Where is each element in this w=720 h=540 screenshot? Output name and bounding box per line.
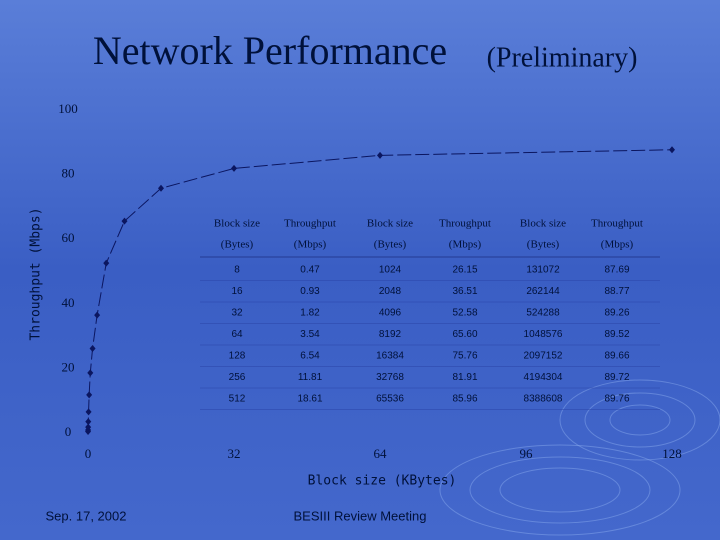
x-tick-label: 96 — [520, 446, 534, 461]
table-cell: 1048576 — [524, 329, 563, 340]
data-point — [231, 164, 237, 172]
table-cell: 89.52 — [604, 329, 629, 340]
footer-meeting: BESIII Review Meeting — [294, 508, 427, 523]
table-cell: 0.93 — [300, 286, 320, 297]
table-cell: 32 — [231, 308, 243, 319]
y-tick-label: 80 — [62, 166, 75, 181]
table-cell: 0.47 — [300, 265, 320, 276]
subtitle: (Preliminary) — [487, 42, 638, 73]
x-tick-label: 0 — [85, 446, 92, 461]
table-header: Block size — [520, 218, 566, 230]
y-tick-label: 20 — [62, 359, 75, 374]
y-axis-label: Throughput (Mbps) — [29, 207, 44, 340]
x-axis-label: Block size (KBytes) — [308, 474, 457, 489]
table-cell: 65536 — [376, 394, 404, 405]
table-cell: 89.76 — [604, 394, 629, 405]
table-cell: 89.26 — [604, 308, 629, 319]
y-tick-label: 60 — [62, 230, 75, 245]
table-header: Block size — [214, 218, 260, 230]
table-cell: 2097152 — [524, 351, 563, 362]
table-cell: 8388608 — [524, 394, 563, 405]
table-cell: 6.54 — [300, 351, 320, 362]
table-cell: 26.15 — [452, 265, 477, 276]
data-point — [87, 369, 94, 377]
table-cell: 64 — [231, 329, 243, 340]
table-cell: 512 — [229, 394, 246, 405]
table-header: (Bytes) — [221, 239, 254, 251]
data-point — [94, 311, 101, 319]
table-cell: 11.81 — [298, 372, 323, 383]
table-cell: 52.58 — [452, 308, 477, 319]
table-cell: 8192 — [379, 329, 402, 340]
table-header: Throughput — [591, 218, 643, 230]
x-tick-label: 128 — [662, 446, 682, 461]
table-cell: 262144 — [526, 286, 560, 297]
data-point — [121, 217, 128, 225]
table-cell: 131072 — [526, 265, 560, 276]
table-cell: 4096 — [379, 308, 402, 319]
table-cell: 87.69 — [604, 265, 629, 276]
y-tick-label: 100 — [58, 101, 78, 116]
table-header: (Mbps) — [601, 239, 634, 251]
table-cell: 81.91 — [452, 372, 477, 383]
data-point — [158, 184, 164, 192]
decoration — [439, 379, 720, 536]
data-point — [86, 391, 93, 399]
table-header: (Mbps) — [294, 239, 327, 251]
x-tick-label: 64 — [374, 446, 388, 461]
table-cell: 2048 — [379, 286, 402, 297]
table-cell: 16 — [231, 286, 243, 297]
table-cell: 89.72 — [604, 372, 629, 383]
table-header: Throughput — [284, 218, 336, 230]
table-header: (Bytes) — [527, 239, 560, 251]
table-cell: 88.77 — [604, 286, 629, 297]
table-cell: 128 — [229, 351, 246, 362]
data-point — [85, 408, 92, 416]
table-cell: 4194304 — [524, 372, 563, 383]
title: Network Performance — [93, 28, 447, 73]
table-cell: 256 — [229, 372, 246, 383]
data-point — [669, 146, 675, 154]
table-cell: 89.66 — [604, 351, 629, 362]
table-cell: 32768 — [376, 372, 404, 383]
table-header: Throughput — [439, 218, 491, 230]
table-cell: 8 — [234, 265, 240, 276]
table-cell: 1024 — [379, 265, 402, 276]
data-point — [103, 259, 110, 267]
table-cell: 1.82 — [300, 308, 320, 319]
table-cell: 16384 — [376, 351, 404, 362]
table-header: Block size — [367, 218, 413, 230]
table-cell: 85.96 — [452, 394, 477, 405]
table-header: (Bytes) — [374, 239, 407, 251]
table-cell: 36.51 — [452, 286, 477, 297]
data-point — [89, 345, 96, 353]
table-cell: 65.60 — [452, 329, 477, 340]
table-cell: 524288 — [526, 308, 560, 319]
data-point — [377, 151, 383, 159]
table-cell: 18.61 — [297, 394, 322, 405]
table-cell: 3.54 — [300, 329, 320, 340]
data-point — [85, 418, 92, 426]
table-cell: 75.76 — [452, 351, 477, 362]
y-tick-label: 40 — [62, 295, 75, 310]
y-tick-label: 0 — [65, 424, 72, 439]
footer-date: Sep. 17, 2002 — [46, 508, 127, 523]
data-point — [85, 423, 92, 431]
x-tick-label: 32 — [228, 446, 241, 461]
table-header: (Mbps) — [449, 239, 482, 251]
